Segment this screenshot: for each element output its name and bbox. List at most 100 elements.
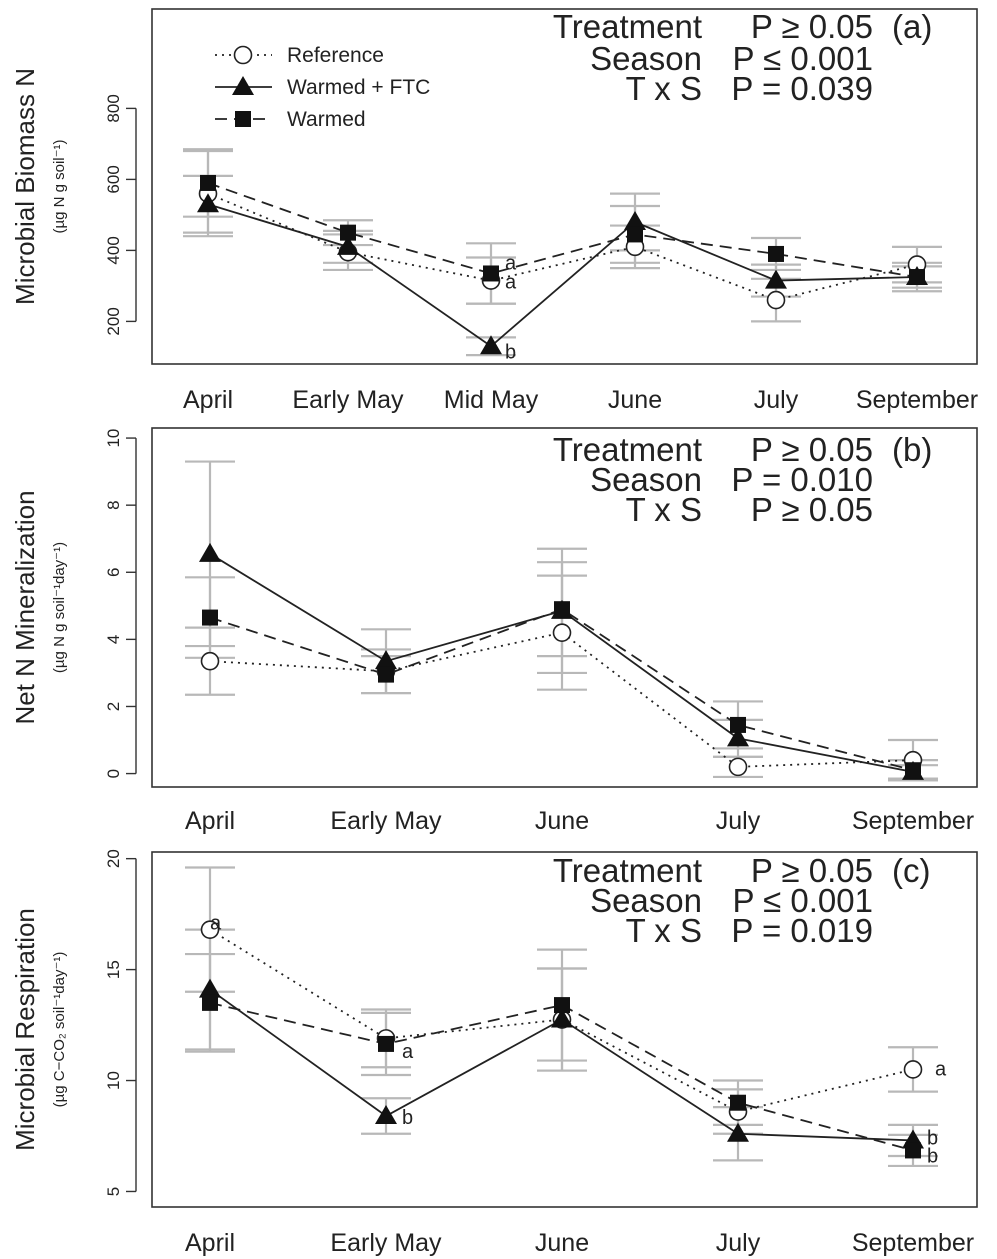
plot-frame: [151, 8, 978, 365]
stat-label: Season: [590, 461, 702, 498]
significance-letter: a: [935, 1058, 947, 1080]
significance-letter: b: [927, 1145, 938, 1167]
legend-label: Warmed: [287, 108, 366, 131]
legend: Reference Warmed + FTC Warmed: [215, 44, 430, 131]
significance-letter: b: [927, 1127, 938, 1149]
data-point: [727, 1122, 749, 1142]
data-point: [375, 650, 397, 670]
data-point: [480, 335, 502, 355]
data-point: [200, 174, 216, 191]
data-point: [200, 920, 220, 939]
stat-label: T x S: [626, 70, 702, 107]
y-tick-label: 10: [104, 429, 123, 448]
x-tick-label: Mid May: [444, 386, 539, 414]
data-point: [199, 978, 221, 998]
x-axis: April Early May June July September: [185, 807, 974, 835]
error-bars: [183, 148, 942, 357]
data-point: [375, 1105, 397, 1125]
y-axis-unit: (µg C−CO₂ soil⁻¹day⁻¹): [51, 952, 68, 1108]
chart-panel-3: 5 10 15 20 Microbial Respiration (µg C−CO₂ so…: [10, 849, 978, 1257]
stat-p-value: P ≥ 0.05: [751, 431, 873, 468]
x-tick-label: July: [716, 807, 761, 835]
x-tick-label: June: [608, 386, 662, 414]
series-line: [207, 182, 918, 278]
y-tick-label: 600: [104, 165, 123, 193]
stats-annotation: Treatment P ≥ 0.05 Season P = 0.010 T x S P ≥…: [553, 431, 933, 528]
legend-label: Warmed + FTC: [287, 76, 430, 99]
y-tick-label: 200: [104, 307, 123, 335]
series-square: a: [200, 174, 925, 286]
legend-marker: [233, 45, 253, 65]
y-tick-label: 4: [104, 635, 123, 644]
stat-p-value: P ≤ 0.001: [733, 882, 873, 919]
stat-p-value: P ≥ 0.05: [751, 852, 873, 889]
series-line: [207, 192, 918, 302]
x-tick-label: July: [716, 1229, 761, 1257]
data-point: [766, 290, 786, 310]
data-point: [730, 1094, 746, 1111]
data-point: [727, 727, 749, 747]
data-point: [197, 193, 219, 213]
x-tick-label: April: [185, 1229, 235, 1257]
y-axis-title: Microbial Respiration: [10, 908, 40, 1151]
data-point: [337, 235, 359, 255]
legend-marker: [235, 111, 251, 127]
data-point: [765, 269, 787, 289]
data-point: [905, 762, 921, 779]
series-circle: a: [198, 184, 927, 310]
data-point: [905, 1142, 921, 1159]
data-point: [378, 666, 394, 683]
stats-annotation: Treatment P ≥ 0.05 Season P ≤ 0.001 T x S P =…: [553, 8, 933, 107]
stat-p-value: P = 0.019: [731, 912, 873, 949]
y-tick-label: 15: [104, 960, 123, 979]
stat-label: T x S: [626, 491, 702, 528]
significance-letter: a: [402, 1041, 414, 1063]
x-tick-label: July: [754, 386, 799, 414]
data-point: [340, 224, 356, 241]
data-point: [627, 226, 643, 243]
x-tick-label: Early May: [330, 1229, 442, 1257]
y-tick-label: 0: [104, 769, 123, 778]
stat-label: Treatment: [553, 431, 702, 468]
stat-label: Season: [590, 882, 702, 919]
legend-label: Reference: [287, 44, 384, 67]
data-point: [768, 245, 784, 262]
stat-p-value: P ≥ 0.05: [751, 491, 873, 528]
x-axis: April Early May June July September: [185, 1229, 974, 1257]
y-axis: 0 2 4 6 8 10 Net N Mineralization (µg N g soil⁻…: [10, 429, 137, 778]
data-point: [624, 211, 646, 230]
data-point: [554, 601, 570, 618]
significance-letter: a: [210, 913, 222, 935]
data-point: [551, 1008, 573, 1028]
x-tick-label: June: [535, 1229, 589, 1257]
data-point: [199, 542, 221, 562]
x-axis: April Early May Mid May June July September: [183, 386, 978, 414]
stat-label: Season: [590, 40, 702, 77]
stat-label: T x S: [626, 912, 702, 949]
y-axis: 5 10 15 20 Microbial Respiration (µg C−CO₂ so…: [10, 849, 137, 1196]
y-tick-label: 800: [104, 94, 123, 122]
series-circle: aa: [200, 913, 947, 1121]
data-point: [200, 651, 220, 671]
x-tick-label: September: [856, 386, 978, 414]
y-axis: 200 400 600 800 Microbial Biomass N (µg N g s…: [10, 68, 137, 336]
x-tick-label: April: [185, 807, 235, 835]
data-point: [202, 609, 218, 626]
stat-p-value: P = 0.039: [731, 70, 873, 107]
significance-letter: a: [505, 272, 517, 294]
data-point: [903, 1060, 923, 1079]
stat-p-value: P ≥ 0.05: [751, 8, 873, 45]
stat-label: Treatment: [553, 8, 702, 45]
data-point: [730, 716, 746, 733]
y-axis-title: Net N Mineralization: [10, 490, 40, 724]
plot-frame: [151, 851, 978, 1208]
stat-label: Treatment: [553, 852, 702, 889]
y-tick-label: 20: [104, 849, 123, 868]
data-point: [728, 757, 748, 777]
data-point: [552, 623, 572, 642]
y-tick-label: 5: [104, 1187, 123, 1196]
y-tick-label: 2: [104, 702, 123, 711]
series-line: [209, 1001, 914, 1152]
y-tick-label: 10: [104, 1071, 123, 1090]
